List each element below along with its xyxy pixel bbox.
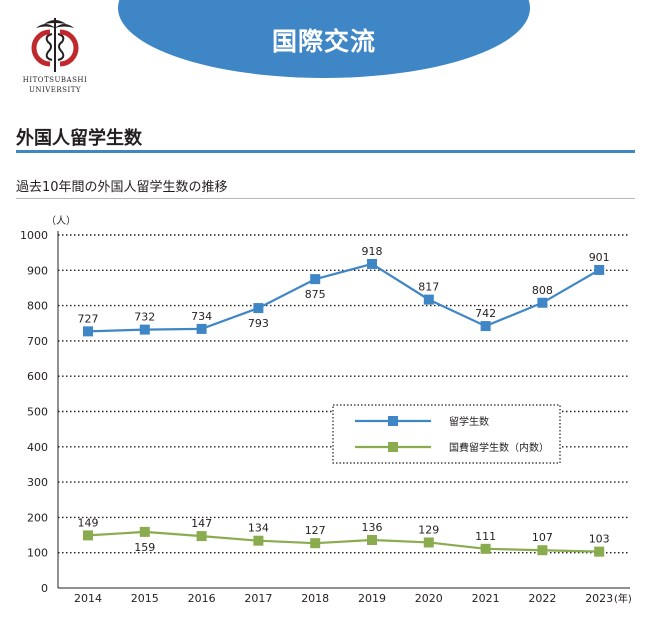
section-divider — [16, 150, 635, 153]
series-1-data-label: 808 — [532, 284, 553, 297]
y-tick-label: 800 — [27, 300, 48, 313]
legend-box — [332, 404, 561, 464]
series-1-point — [196, 323, 207, 334]
series-2-data-label: 134 — [248, 522, 269, 535]
university-logo: HITOTSUBASHI UNIVERSITY — [20, 14, 90, 94]
section-title: 外国人留学生数 — [16, 128, 142, 149]
series-1-data-label: 901 — [589, 251, 610, 264]
university-name-line2: UNIVERSITY — [28, 86, 82, 94]
series-2-data-label: 127 — [305, 524, 326, 537]
series-2-data-label: 149 — [78, 516, 99, 529]
y-tick-label: 400 — [27, 441, 48, 454]
series-2-data-label: 147 — [191, 517, 212, 530]
series-1-data-label: 734 — [191, 310, 212, 323]
series-1-data-label: 732 — [134, 311, 155, 324]
y-axis-label: （人） — [46, 215, 76, 227]
series-1-point — [423, 294, 434, 305]
series-2-data-label: 159 — [134, 541, 155, 554]
x-tick-label: 2014 — [74, 592, 102, 605]
x-tick-label: 2021 — [472, 592, 500, 605]
series-1-data-label: 727 — [78, 312, 99, 325]
series-2-data-label: 107 — [532, 531, 553, 544]
x-axis-label: (年) — [614, 592, 632, 605]
chart-subtitle: 過去10年間の外国人留学生数の推移 — [16, 180, 228, 195]
x-tick-label: 2019 — [358, 592, 386, 605]
series-1-point — [367, 258, 377, 269]
series-line-2 — [87, 530, 600, 553]
x-tick-label: 2015 — [131, 592, 159, 605]
series-2-point — [423, 537, 434, 548]
y-tick-label: 600 — [27, 370, 48, 383]
university-emblem-icon — [31, 18, 79, 72]
series-1-data-label: 793 — [248, 317, 269, 330]
series-1-data-label: 817 — [418, 281, 439, 294]
series-1-point — [83, 326, 93, 337]
legend-label-2: 国費留学生数（内数） — [449, 441, 549, 454]
banner-title: 国際交流 — [271, 27, 376, 56]
series-1-data-label: 918 — [362, 245, 383, 258]
series-2-point — [537, 545, 548, 556]
x-tick-label: 2018 — [301, 592, 329, 605]
legend-marker-2 — [388, 442, 398, 452]
series-2-point — [139, 526, 150, 537]
x-tick-label: 2016 — [188, 592, 216, 605]
y-tick-label: 200 — [27, 511, 48, 524]
series-2-data-label: 136 — [362, 521, 383, 534]
y-tick-label: 100 — [27, 547, 48, 560]
y-tick-label: 900 — [27, 264, 48, 277]
y-tick-label: 0 — [41, 582, 48, 595]
y-tick-label: 700 — [27, 335, 48, 348]
y-tick-label: 300 — [27, 476, 48, 489]
series-2-point — [253, 535, 264, 546]
series-1-point — [139, 324, 150, 335]
x-tick-label: 2022 — [528, 592, 556, 605]
subtitle-divider — [16, 198, 635, 199]
series-1-data-label: 875 — [305, 288, 326, 301]
series-1-point — [310, 274, 321, 285]
series-2-point — [310, 538, 321, 549]
series-2-point — [594, 546, 605, 557]
legend-label-1: 留学生数 — [449, 415, 489, 428]
y-tick-label: 1000 — [20, 229, 48, 242]
series-2-data-label: 129 — [418, 523, 439, 536]
series-2-point — [480, 543, 491, 554]
series-1-data-label: 742 — [475, 307, 496, 320]
x-tick-label: 2023 — [585, 592, 613, 605]
series-1-point — [253, 303, 264, 314]
legend-marker-1 — [388, 416, 398, 426]
series-2-data-label: 111 — [475, 530, 496, 543]
series-1-point — [537, 297, 548, 308]
y-tick-label: 500 — [27, 406, 48, 419]
series-2-data-label: 103 — [589, 533, 610, 546]
series-line-1 — [87, 262, 600, 333]
series-2-point — [367, 534, 377, 545]
series-1-point — [594, 264, 605, 275]
series-2-point — [196, 531, 207, 542]
x-tick-label: 2017 — [244, 592, 272, 605]
x-tick-label: 2020 — [415, 592, 443, 605]
university-name-line1: HITOTSUBASHI — [22, 76, 88, 84]
series-2-point — [83, 530, 93, 541]
series-1-point — [480, 321, 491, 332]
